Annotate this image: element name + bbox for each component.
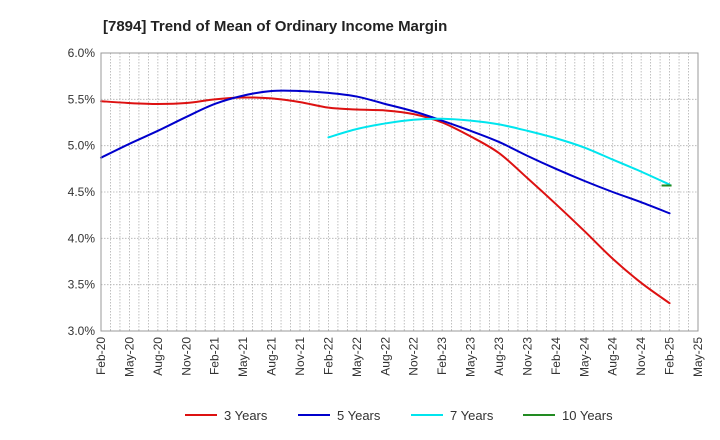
x-tick-label: Feb-22 xyxy=(321,337,335,375)
plot-frame xyxy=(100,52,699,332)
x-tick-label: May-23 xyxy=(464,337,478,377)
y-tick-label: 3.0% xyxy=(68,324,96,338)
x-tick-label: May-22 xyxy=(350,337,364,377)
x-tick-label: Feb-23 xyxy=(435,337,449,375)
x-tick-label: Nov-24 xyxy=(634,337,648,376)
legend-label: 7 Years xyxy=(450,408,494,423)
y-axis-ticks: 3.0% 3.5% 4.0% 4.5% 5.0% 5.5% 6.0% xyxy=(68,46,96,338)
chart-title: [7894] Trend of Mean of Ordinary Income … xyxy=(103,18,447,35)
grid xyxy=(101,52,698,332)
legend-label: 3 Years xyxy=(224,408,268,423)
x-tick-label: Aug-22 xyxy=(378,337,392,376)
legend-label: 5 Years xyxy=(337,408,381,423)
y-tick-label: 5.0% xyxy=(68,139,96,153)
y-tick-label: 4.0% xyxy=(68,231,96,245)
x-tick-label: Nov-23 xyxy=(520,337,534,376)
x-tick-label: May-21 xyxy=(236,337,250,377)
x-tick-label: Feb-25 xyxy=(663,337,677,375)
x-tick-label: Aug-24 xyxy=(606,337,620,376)
y-tick-label: 4.5% xyxy=(68,185,96,199)
x-tick-label: Aug-21 xyxy=(265,337,279,376)
x-tick-label: Nov-22 xyxy=(407,337,421,376)
y-tick-label: 3.5% xyxy=(68,278,96,292)
x-tick-label: May-20 xyxy=(122,337,136,377)
x-tick-label: May-25 xyxy=(691,337,705,377)
y-tick-label: 5.5% xyxy=(68,92,96,106)
x-tick-label: Aug-23 xyxy=(492,337,506,376)
x-tick-label: Nov-20 xyxy=(179,337,193,376)
legend: 3 Years 5 Years 7 Years 10 Years xyxy=(185,408,613,423)
series-line xyxy=(327,117,671,186)
x-tick-label: May-24 xyxy=(577,337,591,377)
x-axis-ticks: Feb-20 May-20 Aug-20 Nov-20 Feb-21 May-21 Aug-… xyxy=(94,337,705,377)
series-line xyxy=(100,96,671,305)
x-tick-label: Feb-20 xyxy=(94,337,108,375)
series-line xyxy=(100,89,671,215)
y-tick-label: 6.0% xyxy=(68,46,96,60)
x-tick-label: Feb-24 xyxy=(549,337,563,375)
series-lines xyxy=(100,89,672,305)
x-tick-label: Aug-20 xyxy=(151,337,165,376)
x-tick-label: Feb-21 xyxy=(208,337,222,375)
legend-label: 10 Years xyxy=(562,408,613,423)
x-tick-label: Nov-21 xyxy=(293,337,307,376)
